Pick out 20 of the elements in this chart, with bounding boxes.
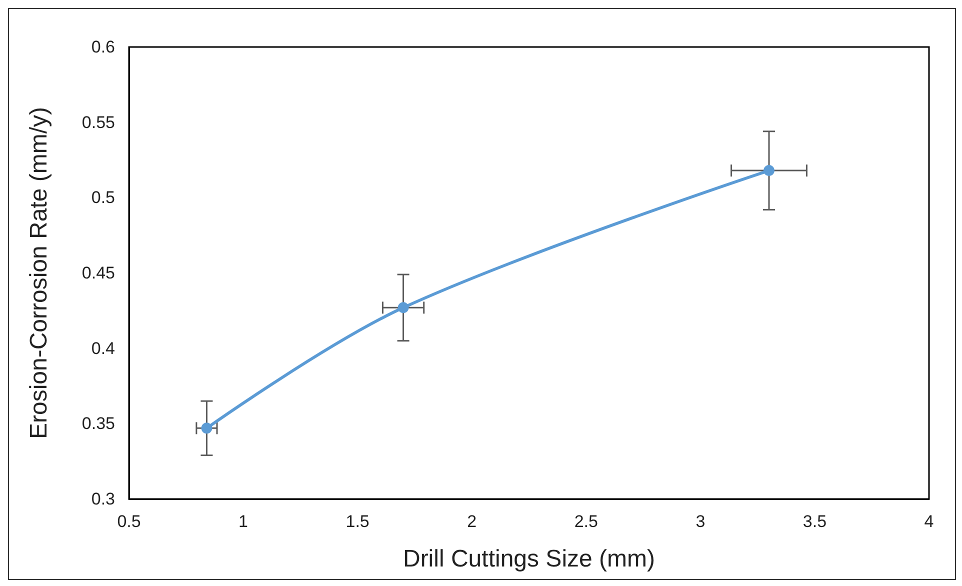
y-tick-label: 0.4 — [91, 338, 115, 358]
x-tick-label: 2 — [467, 512, 477, 531]
point — [764, 165, 774, 176]
y-tick-label: 0.6 — [91, 38, 115, 56]
y-tick-label: 0.5 — [91, 188, 115, 208]
y-tick-label: 0.35 — [82, 414, 115, 434]
x-tick-label: 1 — [238, 512, 248, 531]
x-tick-label: 0.5 — [117, 512, 141, 531]
x-tick-label: 2.5 — [574, 512, 598, 531]
y-tick-label: 0.45 — [82, 264, 115, 282]
point — [201, 422, 212, 434]
y-tick-label: 0.3 — [91, 490, 115, 508]
y-axis-title: Erosion-Corrosion Rate (mm/y) — [26, 106, 52, 440]
y-tick-label: 0.55 — [82, 112, 115, 132]
x-tick-label: 3.5 — [802, 512, 827, 531]
x-tick-label: 1.5 — [346, 512, 370, 531]
point — [398, 302, 409, 314]
x-tick-label: 4 — [924, 512, 934, 531]
x-tick-label: 3 — [696, 512, 706, 531]
x-axis-title: Drill Cuttings Size (mm) — [402, 546, 656, 572]
